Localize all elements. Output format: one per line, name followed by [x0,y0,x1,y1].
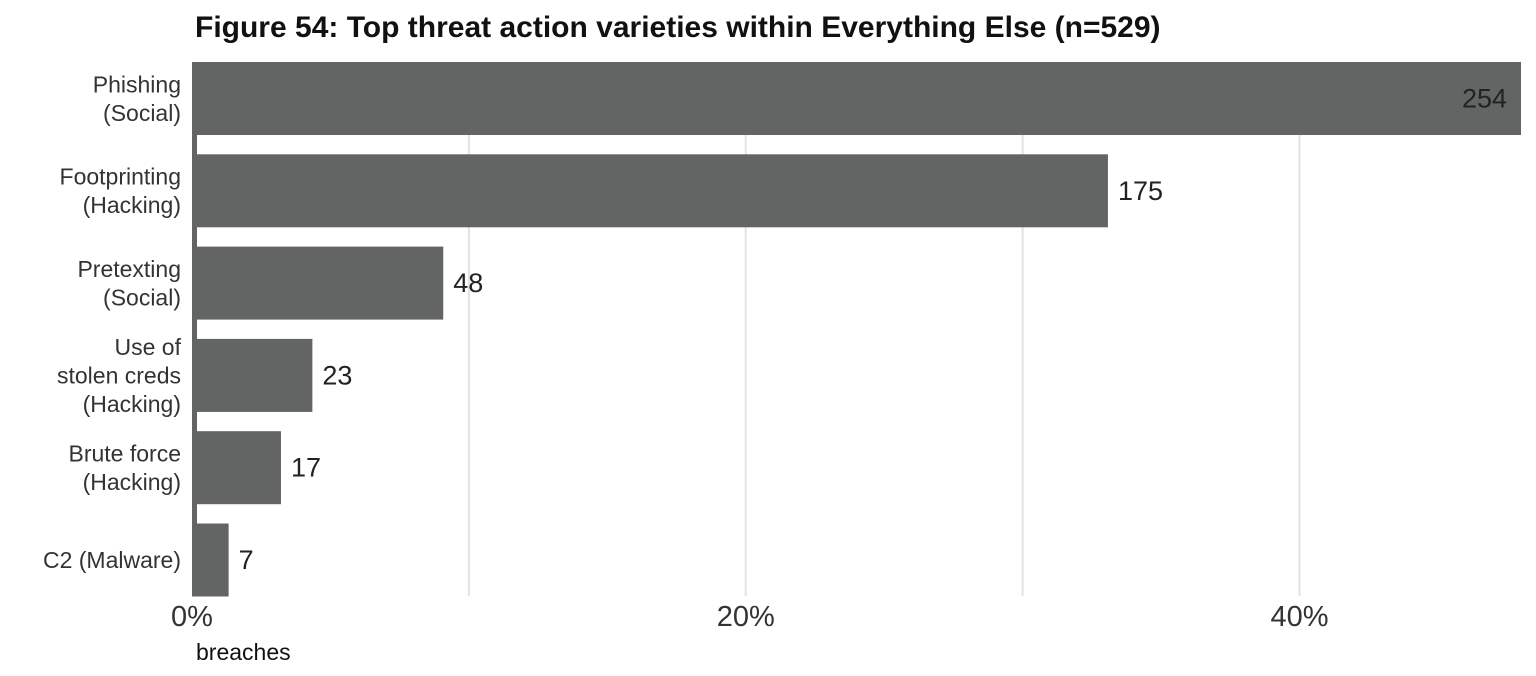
data-label: 175 [1118,176,1163,206]
x-axis-ticks: 0% 20% 40% [171,601,1328,633]
chart-title: Figure 54: Top threat action varieties w… [195,11,1161,44]
bar [192,338,313,412]
tick-label: 20% [717,601,775,633]
data-label: 7 [239,545,254,575]
tick-label: 0% [171,601,213,633]
category-label: Use of stolen creds (Hacking) [57,334,182,417]
gridlines [467,62,1301,596]
bar [192,154,1108,228]
bar [192,62,1521,135]
x-axis-label: breaches [196,639,291,665]
category-labels: Phishing (Social) Footprinting (Hacking) Pre… [43,71,182,573]
category-label: C2 (Malware) [43,547,181,573]
y-axis-line [192,62,197,596]
data-label: 17 [291,453,321,483]
data-label: 48 [453,268,483,298]
data-label: 254 [1462,84,1507,114]
category-label: Brute force (Hacking) [69,440,182,495]
category-label: Phishing (Social) [93,71,181,126]
category-label: Pretexting (Social) [77,256,181,311]
data-label: 23 [322,360,352,390]
bar [192,431,281,505]
bars: 254 175 48 23 17 7 [192,62,1521,597]
bar [192,523,229,597]
category-label: Footprinting (Hacking) [60,164,181,219]
tick-label: 40% [1270,601,1328,633]
bar [192,246,444,320]
